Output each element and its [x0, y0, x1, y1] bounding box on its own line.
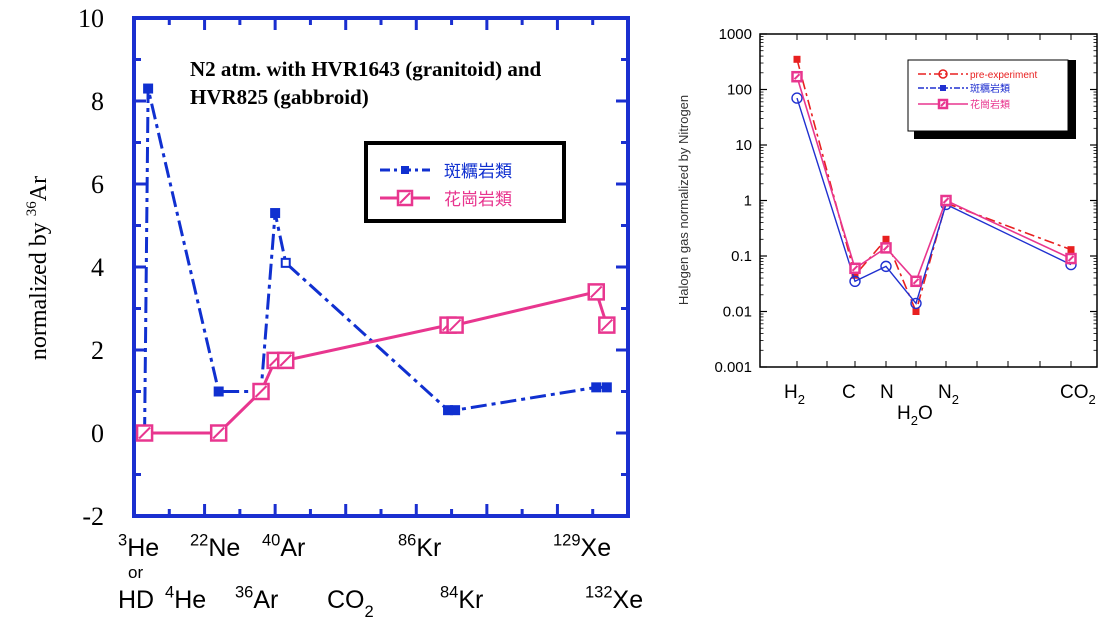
- left-x-tick-label: 4He: [165, 584, 206, 615]
- left-y-tick-label: 10: [78, 4, 104, 33]
- right-y-tick-label: 1000: [719, 26, 752, 43]
- left-x-tick-label: 129Xe: [553, 532, 611, 563]
- left-granite-point: [209, 424, 228, 442]
- left-gabbro-point: [213, 386, 224, 397]
- left-x-tick-label: 86Kr: [398, 532, 441, 563]
- right-series-line-1: [796, 97, 1072, 305]
- left-series-gabbro-line: [143, 88, 607, 434]
- right-chart: Halogen gas normalized by Nitrogen 0.001…: [676, 26, 1098, 428]
- left-granite-point: [135, 424, 154, 442]
- left-y-tick-label: 0: [91, 419, 104, 448]
- right-pre-point: [882, 235, 890, 243]
- left-x-tick-label: 84Kr: [440, 584, 483, 615]
- right-granite-point: [940, 194, 952, 207]
- left-title-line-2: HVR825 (gabbroid): [190, 85, 369, 109]
- left-y-axis-label: normalized by 36Ar: [24, 176, 52, 360]
- left-legend-label-granite: 花崗岩類: [444, 190, 512, 209]
- right-granite-point: [880, 242, 892, 254]
- right-granite-point: [849, 262, 861, 275]
- right-legend-marker-gabbro: [940, 85, 946, 91]
- right-plot-frame: [759, 33, 1098, 368]
- right-x-tick-label: C: [842, 382, 856, 403]
- left-gabbro-point: [591, 382, 602, 393]
- left-gabbro-point: [270, 208, 281, 219]
- right-pre-point: [851, 271, 859, 279]
- left-y-tick-label: 2: [91, 336, 104, 365]
- left-plot-frame: [132, 16, 630, 518]
- left-granite-point: [598, 316, 616, 334]
- left-series-granite-line: [144, 290, 609, 435]
- right-gabbro-point: [880, 260, 892, 273]
- left-x-tick-label: CO2: [327, 586, 374, 621]
- right-x-tick-label: H2: [784, 382, 805, 407]
- right-series: [791, 55, 1077, 315]
- left-legend: 斑糲岩類 花崗岩類: [364, 141, 566, 223]
- left-x-tick-labels: 3He 22Ne 40Ar 86Kr 129Xe or HD 4He 36Ar CO2 84Kr 13…: [118, 532, 643, 621]
- right-y-tick-labels: 0.001 0.01 0.1 1 10 100 1000: [714, 26, 752, 376]
- left-x-tick-label: 40Ar: [262, 532, 305, 563]
- right-y-tick-label: 100: [727, 82, 752, 99]
- right-y-axis-label: Halogen gas normalized by Nitrogen: [676, 95, 691, 305]
- right-granite-point: [1065, 252, 1077, 265]
- left-granite-point: [587, 283, 605, 301]
- right-legend-marker-pre: [938, 69, 948, 79]
- left-legend-label-gabbro: 斑糲岩類: [444, 162, 512, 181]
- left-legend-marker-gabbro: [401, 166, 409, 174]
- right-pre-point: [1067, 246, 1075, 254]
- right-y-tick-label: 0.001: [714, 359, 752, 376]
- left-gabbro-point: [450, 405, 461, 416]
- left-series: [135, 83, 616, 442]
- right-x-tick-label: N: [880, 382, 894, 403]
- left-legend-marker-granite: [396, 189, 414, 207]
- right-legend: pre-experiment 斑糲岩類 花崗岩類: [907, 59, 1076, 139]
- right-x-tick-label: CO2: [1060, 382, 1096, 407]
- left-gabbro-point: [601, 382, 612, 393]
- right-x-tick-label: H2O: [897, 403, 933, 428]
- left-x-tick-label: 132Xe: [585, 584, 643, 615]
- right-legend-label-gabbro: 斑糲岩類: [970, 82, 1010, 95]
- left-y-tick-label: 6: [91, 170, 104, 199]
- left-y-tick-label: 8: [91, 87, 104, 116]
- right-series-line-2: [796, 76, 1072, 283]
- left-x-tick-label: or: [128, 563, 143, 582]
- left-x-tick-label: HD: [118, 586, 154, 614]
- right-granite-point: [910, 275, 922, 288]
- right-y-tick-label: 10: [735, 137, 752, 154]
- left-y-tick-label: 4: [91, 253, 104, 282]
- right-gabbro-point: [791, 92, 803, 104]
- left-chart: N2 atm. with HVR1643 (granitoid) and HVR…: [24, 4, 643, 621]
- left-y-tick-label: -2: [82, 502, 104, 531]
- right-y-tick-label: 1: [744, 193, 752, 210]
- right-legend-marker-granite: [937, 98, 949, 110]
- right-legend-box: [907, 59, 1069, 132]
- right-gabbro-point: [849, 275, 861, 288]
- left-x-tick-label: 36Ar: [235, 584, 278, 615]
- right-legend-label-pre: pre-experiment: [970, 70, 1037, 81]
- right-pre-point: [912, 308, 920, 315]
- left-x-tick-label: 3He: [118, 532, 159, 563]
- left-granite-point: [276, 351, 295, 370]
- right-x-tick-label: N2: [938, 382, 959, 407]
- right-y-tick-label: 0.1: [731, 248, 752, 265]
- left-granite-point: [252, 382, 270, 401]
- left-granite-point: [446, 316, 464, 334]
- right-pre-point: [793, 55, 801, 63]
- right-legend-marker-granite-square: [937, 98, 949, 110]
- right-y-tick-label: 0.01: [723, 304, 752, 321]
- right-legend-label-granite: 花崗岩類: [970, 98, 1010, 111]
- left-x-tick-label: 22Ne: [190, 532, 240, 563]
- left-gabbro-point: [143, 83, 154, 94]
- left-legend-box: [364, 141, 566, 223]
- left-y-tick-labels: -2 0 2 4 6 8 10: [78, 4, 104, 531]
- right-granite-point: [791, 70, 803, 83]
- left-title-line-1: N2 atm. with HVR1643 (granitoid) and: [190, 57, 541, 81]
- right-gabbro-point: [910, 297, 922, 310]
- left-gabbro-point: [280, 257, 291, 268]
- left-legend-marker-granite-square: [396, 189, 414, 207]
